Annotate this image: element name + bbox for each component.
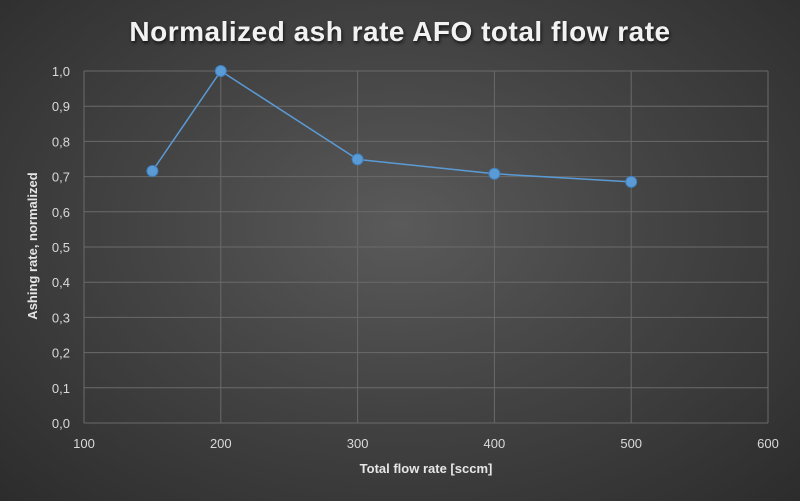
x-tick-label: 400 [484, 436, 506, 451]
series-line [151, 69, 632, 183]
data-point [488, 167, 501, 180]
data-point [625, 175, 638, 188]
chart-title: Normalized ash rate AFO total flow rate [129, 16, 671, 47]
y-tick-label: 0,8 [52, 134, 70, 149]
y-tick-label: 1,0 [52, 64, 70, 79]
x-axis-title: Total flow rate [sccm] [360, 461, 493, 476]
y-axis-title: Ashing rate, normalized [25, 172, 40, 319]
grid-layer [83, 70, 769, 424]
y-tick-label: 0,7 [52, 170, 70, 185]
y-tick-label: 0,1 [52, 381, 70, 396]
y-tick-label: 0,4 [52, 275, 70, 290]
x-tick-label: 300 [347, 436, 369, 451]
series-layer [146, 65, 638, 188]
x-tick-label: 600 [757, 436, 779, 451]
tick-labels: 0,0 0,1 0,2 0,3 0,4 0,5 0,6 0,7 0,8 0,9 1,0 100 200 3… [52, 64, 779, 451]
data-point [214, 65, 227, 77]
data-point [146, 164, 159, 177]
x-tick-label: 500 [620, 436, 642, 451]
data-point [351, 153, 364, 166]
x-tick-label: 100 [73, 436, 95, 451]
y-tick-label: 0,6 [52, 205, 70, 220]
y-tick-label: 0,5 [52, 240, 70, 255]
x-tick-label: 200 [210, 436, 232, 451]
y-tick-label: 0,3 [52, 310, 70, 325]
y-tick-label: 0,9 [52, 99, 70, 114]
y-tick-label: 0,2 [52, 346, 70, 361]
y-tick-label: 0,0 [52, 416, 70, 431]
